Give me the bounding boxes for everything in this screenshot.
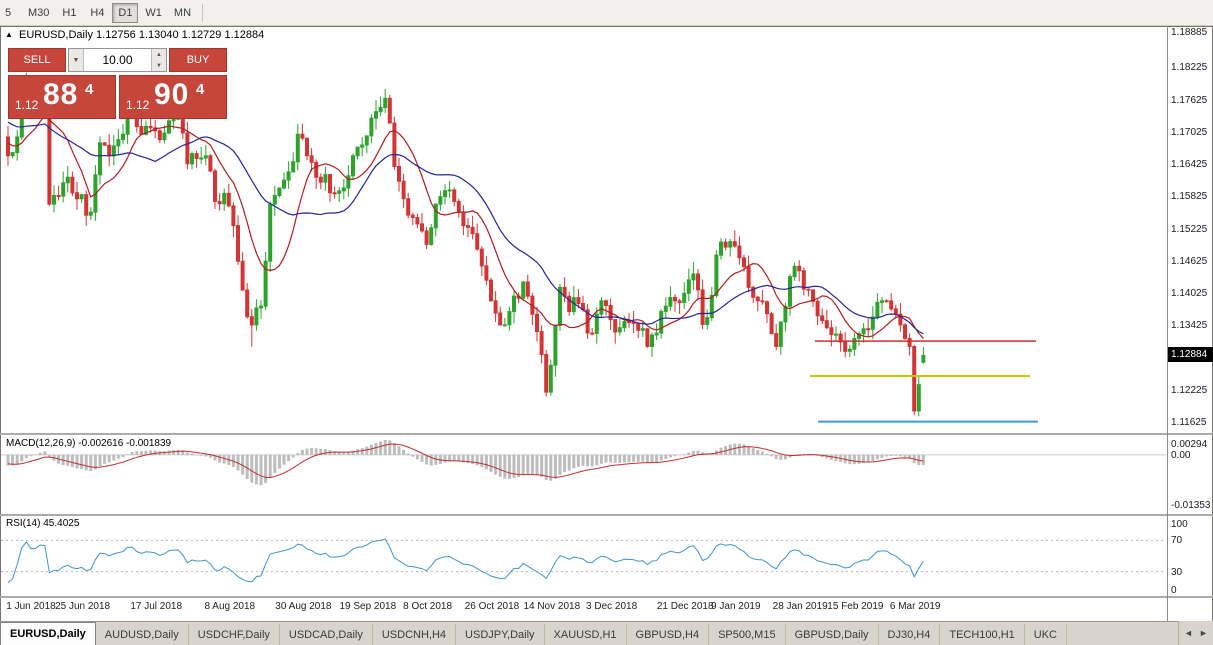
symbol-tab[interactable]: USDJPY,Daily bbox=[456, 624, 545, 645]
timeframe-button-d1[interactable]: D1 bbox=[112, 2, 139, 23]
symbol-tab[interactable]: GBPUSD,Daily bbox=[786, 624, 879, 645]
timeframe-button-w1[interactable]: W1 bbox=[145, 6, 162, 19]
timeframe-toolbar: 5 M30 H1 H4 D1 W1 MN bbox=[0, 0, 1213, 26]
sell-price-prefix: 1.12 bbox=[15, 98, 39, 112]
one-click-trade-panel: SELL ▼ 10.00 ▲ ▼ BUY 1.12 88 4 1.12 90 4 bbox=[8, 48, 227, 119]
sell-price-sup: 4 bbox=[85, 81, 94, 98]
volume-down-icon[interactable]: ▼ bbox=[156, 62, 162, 69]
buy-button[interactable]: BUY bbox=[169, 48, 227, 72]
symbol-tab[interactable]: AUDUSD,Daily bbox=[96, 624, 189, 645]
chart-tabs: EURUSD,Daily AUDUSD,Daily USDCHF,Daily USDC… bbox=[0, 622, 1067, 645]
buy-price-prefix: 1.12 bbox=[126, 98, 150, 112]
sell-price-big: 88 bbox=[43, 78, 79, 111]
symbol-tab[interactable]: USDCHF,Daily bbox=[189, 624, 280, 645]
volume-input[interactable]: 10.00 bbox=[102, 53, 133, 67]
tab-scroll-controls: ◄ ► bbox=[1178, 621, 1213, 645]
timeframe-button-m30[interactable]: M30 bbox=[28, 6, 50, 19]
timeframe-button-mn[interactable]: MN bbox=[173, 6, 192, 19]
timeframe-button-h4[interactable]: H4 bbox=[90, 6, 105, 19]
chart-tab-bar: EURUSD,Daily AUDUSD,Daily USDCHF,Daily USDC… bbox=[0, 621, 1213, 645]
price-axis-line bbox=[1167, 26, 1168, 621]
tab-scroll-left-icon[interactable]: ◄ bbox=[1184, 628, 1193, 638]
symbol-tab[interactable]: EURUSD,Daily bbox=[0, 622, 96, 645]
sell-button[interactable]: SELL bbox=[8, 48, 66, 72]
sell-price-display[interactable]: 1.12 88 4 bbox=[8, 75, 116, 119]
symbol-tab[interactable]: DJ30,H4 bbox=[879, 624, 941, 645]
macd-rsi-separator bbox=[0, 514, 1213, 516]
toolbar-separator bbox=[202, 3, 204, 22]
main-macd-separator bbox=[0, 433, 1213, 435]
tab-scroll-right-icon[interactable]: ► bbox=[1199, 628, 1208, 638]
timeframe-button-5[interactable]: 5 bbox=[4, 6, 12, 19]
volume-up-icon[interactable]: ▲ bbox=[156, 51, 162, 58]
volume-control: ▼ 10.00 ▲ ▼ bbox=[68, 48, 167, 72]
timeframe-button-group: 5 M30 H1 H4 D1 W1 MN bbox=[2, 2, 196, 23]
symbol-tab[interactable]: UKC bbox=[1025, 624, 1067, 645]
symbol-tab[interactable]: USDCAD,Daily bbox=[280, 624, 373, 645]
symbol-tab[interactable]: XAUUSD,H1 bbox=[545, 624, 627, 645]
rsi-dateaxis-separator bbox=[0, 596, 1213, 598]
buy-price-display[interactable]: 1.12 90 4 bbox=[119, 75, 227, 119]
symbol-tab[interactable]: USDCNH,H4 bbox=[373, 624, 457, 645]
symbol-tab[interactable]: GBPUSD,H4 bbox=[627, 624, 710, 645]
symbol-tab[interactable]: TECH100,H1 bbox=[940, 624, 1025, 645]
volume-dropdown-icon[interactable]: ▼ bbox=[69, 49, 84, 71]
timeframe-button-h1[interactable]: H1 bbox=[62, 6, 77, 19]
symbol-tab[interactable]: SP500,M15 bbox=[709, 624, 786, 645]
buy-price-sup: 4 bbox=[196, 81, 205, 98]
volume-stepper[interactable]: ▲ ▼ bbox=[151, 49, 166, 71]
buy-price-big: 90 bbox=[154, 78, 190, 111]
